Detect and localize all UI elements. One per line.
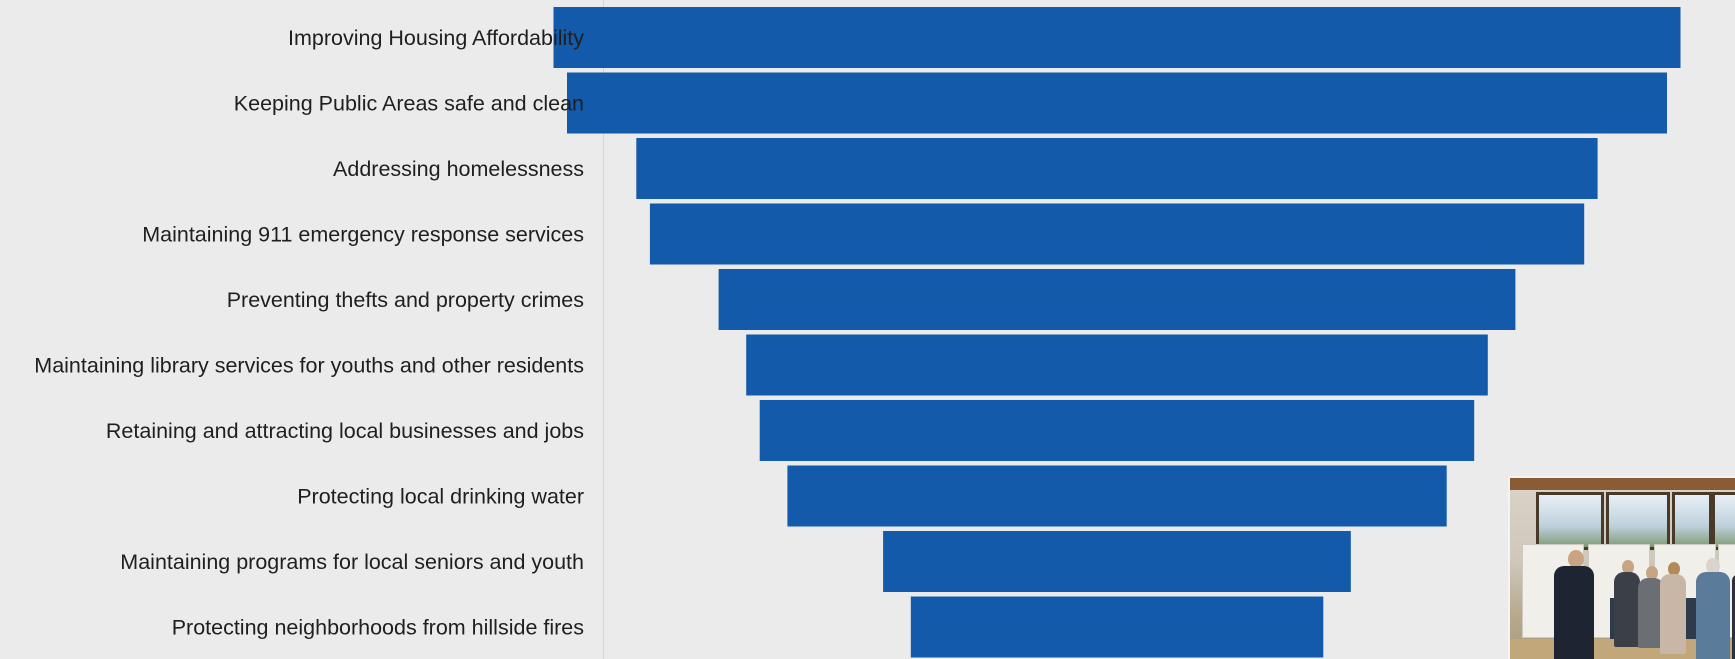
photo-person-head: [1568, 550, 1584, 568]
photo-person: [1638, 578, 1664, 648]
photo-person: [1660, 574, 1686, 654]
photo-window: [1672, 492, 1712, 550]
funnel-bar: [746, 334, 1488, 396]
category-label: Maintaining library services for youths …: [34, 354, 584, 378]
funnel-bar: [649, 203, 1585, 265]
photo-window: [1606, 492, 1670, 550]
funnel-bar: [883, 531, 1351, 592]
photo-person-head: [1706, 558, 1720, 574]
category-label: Maintaining programs for local seniors a…: [120, 550, 584, 574]
photo-person: [1554, 566, 1594, 659]
photo-ceiling: [1510, 478, 1735, 490]
bars-layer: [553, 7, 1681, 658]
inset-photo: [1508, 476, 1735, 659]
funnel-bar: [787, 465, 1447, 527]
funnel-bar: [718, 269, 1516, 330]
photo-person-head: [1668, 562, 1680, 576]
funnel-bar: [910, 596, 1324, 658]
photo-person: [1614, 572, 1640, 647]
category-label: Maintaining 911 emergency response servi…: [142, 223, 584, 247]
category-label: Protecting neighborhoods from hillside f…: [172, 616, 584, 640]
category-label: Keeping Public Areas safe and clean: [234, 92, 584, 116]
funnel-bar: [636, 138, 1598, 199]
photo-person-head: [1622, 560, 1634, 574]
photo-window: [1712, 492, 1735, 550]
category-label: Retaining and attracting local businesse…: [106, 419, 584, 443]
category-labels: Improving Housing Affordability Keeping P…: [34, 26, 584, 640]
funnel-bar: [567, 72, 1667, 134]
category-label: Addressing homelessness: [333, 157, 584, 181]
photo-person: [1696, 572, 1730, 659]
category-label: Improving Housing Affordability: [288, 26, 584, 50]
category-label: Preventing thefts and property crimes: [227, 288, 584, 312]
funnel-bar: [759, 400, 1475, 461]
funnel-bar: [553, 7, 1681, 68]
photo-person: [1732, 574, 1735, 659]
category-label: Protecting local drinking water: [297, 485, 584, 509]
photo-window: [1536, 492, 1604, 550]
photo-person-head: [1646, 566, 1658, 580]
